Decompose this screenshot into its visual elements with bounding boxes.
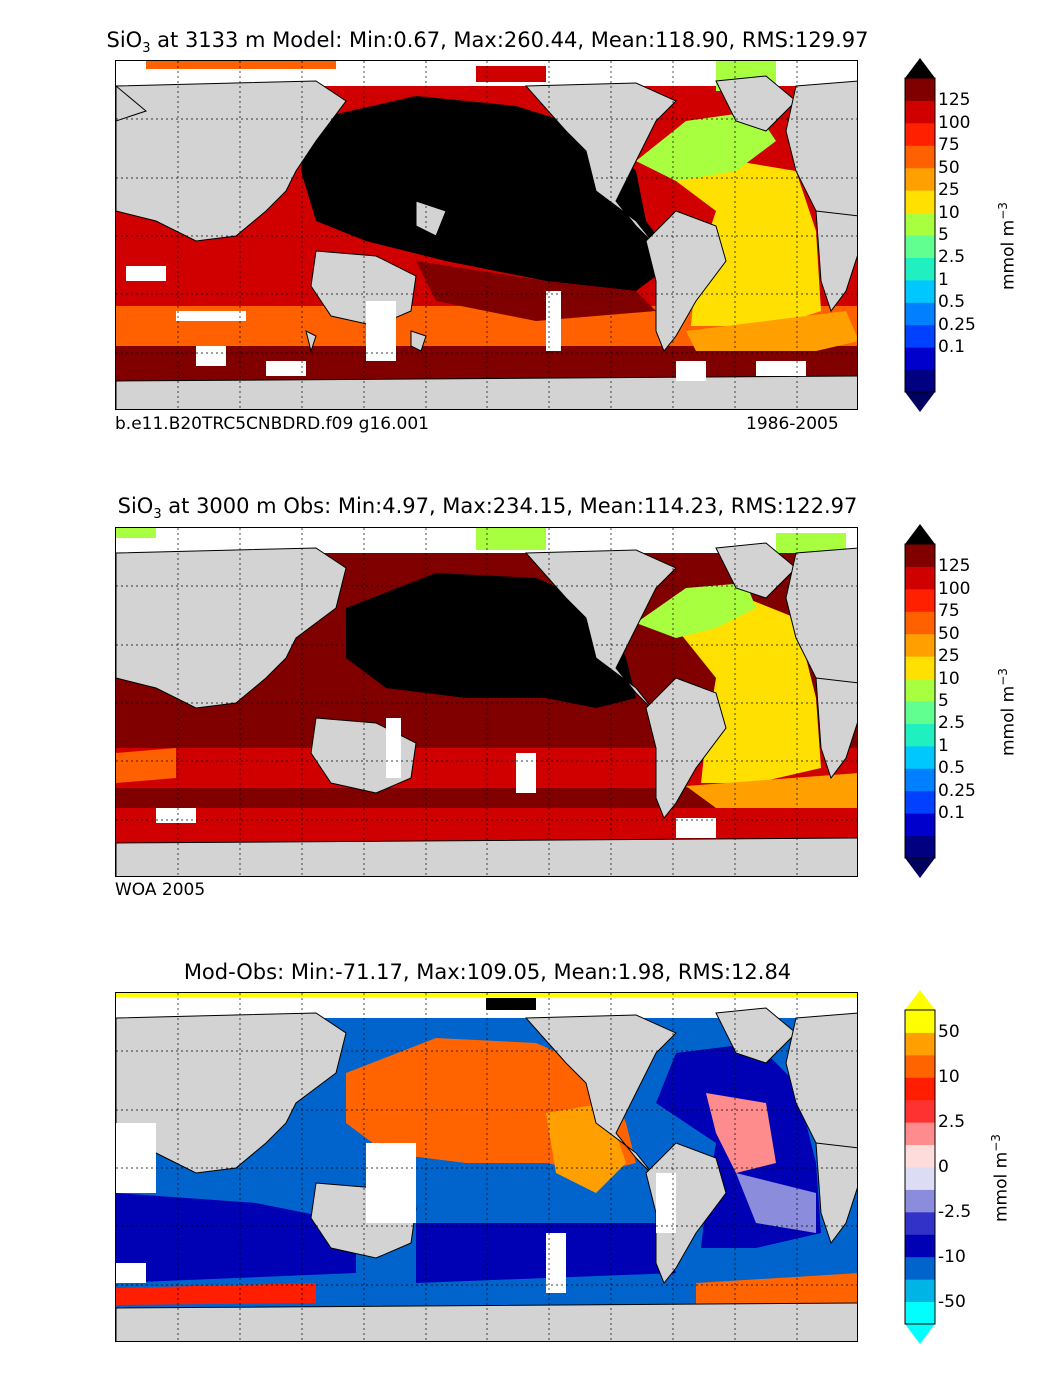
colorbar-segment <box>905 790 935 814</box>
colorbar-segment <box>905 1099 935 1123</box>
colorbar-tick-label: 125 <box>938 90 971 111</box>
colorbar-segment <box>905 145 935 169</box>
colorbar-segment <box>905 633 935 657</box>
colorbar-tick-label: 10 <box>938 202 960 223</box>
panel-title-model: SiO3 at 3133 m Model: Min:0.67, Max:260.… <box>106 28 869 57</box>
colorbar-tick-label: 50 <box>938 157 960 178</box>
colorbar-tick-label: 0.1 <box>938 803 966 824</box>
colorbar-tick-label: 5 <box>938 691 949 711</box>
colorbar-model <box>895 58 937 416</box>
colorbar-segment <box>905 190 935 214</box>
colorbar-segment <box>905 212 935 236</box>
colorbar-tick-label: -10 <box>938 1246 966 1267</box>
colorbar-segment <box>905 1167 935 1190</box>
colorbar-tick-label: 1 <box>938 269 949 290</box>
colorbar-segment <box>905 279 935 303</box>
colorbar-tick-label: 125 <box>938 556 971 577</box>
colorbar-under-triangle <box>905 858 935 878</box>
colorbar-tick-label: 5 <box>938 225 949 245</box>
map-model <box>115 60 858 410</box>
colorbar-tick-label: 50 <box>938 1022 960 1043</box>
colorbar-over-triangle <box>905 524 935 544</box>
panel-title-obs: SiO3 at 3000 m Obs: Min:4.97, Max:234.15… <box>117 494 858 523</box>
colorbar-diff <box>895 990 937 1348</box>
colorbar-segment <box>905 813 935 837</box>
colorbar-segment <box>905 745 935 769</box>
colorbar-segment <box>905 566 935 590</box>
colorbar-segment <box>905 1279 935 1303</box>
colorbar-tick-label: 0.1 <box>938 337 966 358</box>
subtitle-left-obs: WOA 2005 <box>115 880 206 900</box>
colorbar-segment <box>905 167 935 191</box>
colorbar-tick-label: 0 <box>938 1157 949 1177</box>
colorbar-segment <box>905 78 935 101</box>
colorbar-segment <box>905 122 935 146</box>
colorbar-tick-label: 50 <box>938 623 960 644</box>
colorbar-segment <box>905 544 935 567</box>
colorbar-tick-label: 75 <box>938 601 960 622</box>
colorbar-segment <box>905 588 935 612</box>
colorbar-tick-label: 75 <box>938 135 960 156</box>
colorbar-tick-label: 2.5 <box>938 247 966 268</box>
colorbar-segment <box>905 1234 935 1258</box>
colorbar-tick-label: 0.5 <box>938 758 966 779</box>
colorbar-segment <box>905 723 935 747</box>
colorbar-tick-label: 0.25 <box>938 780 976 801</box>
colorbar-segment <box>905 235 935 258</box>
subtitle-right-model: 1986-2005 <box>746 414 839 434</box>
colorbar-obs <box>895 524 937 882</box>
colorbar-tick-label: 25 <box>938 180 960 201</box>
colorbar-unit-diff: mmol m−3 <box>989 1134 1012 1222</box>
colorbar-segment <box>905 347 935 371</box>
colorbar-tick-label: 1 <box>938 735 949 756</box>
colorbar-segment <box>905 1211 935 1235</box>
colorbar-segment <box>905 1144 935 1168</box>
colorbar-tick-label: -2.5 <box>938 1201 972 1222</box>
colorbar-tick-label: 10 <box>938 1067 960 1088</box>
subtitle-left-model: b.e11.B20TRC5CNBDRD.f09 g16.001 <box>115 414 429 434</box>
colorbar-tick-label: 10 <box>938 668 960 689</box>
colorbar-segment <box>905 768 935 792</box>
colorbar-tick-label: 0.5 <box>938 292 966 313</box>
colorbar-segment <box>905 369 935 393</box>
colorbar-segment <box>905 1054 935 1078</box>
colorbar-over-triangle <box>905 990 935 1010</box>
colorbar-unit-obs: mmol m−3 <box>996 668 1019 756</box>
colorbar-tick-label: 100 <box>938 112 971 133</box>
map-diff <box>115 992 858 1342</box>
map-obs <box>115 527 858 877</box>
colorbar-tick-label: -50 <box>938 1291 966 1312</box>
colorbar-segment <box>905 656 935 680</box>
colorbar-tick-label: 25 <box>938 646 960 667</box>
colorbar-tick-label: 2.5 <box>938 1112 966 1133</box>
colorbar-segment <box>905 100 935 124</box>
colorbar-under-triangle <box>905 1324 935 1344</box>
colorbar-segment <box>905 1010 935 1033</box>
colorbar-segment <box>905 1032 935 1056</box>
colorbar-segment <box>905 302 935 326</box>
colorbar-segment <box>905 678 935 702</box>
colorbar-segment <box>905 1301 935 1325</box>
colorbar-segment <box>905 324 935 348</box>
colorbar-segment <box>905 835 935 859</box>
colorbar-segment <box>905 1077 935 1101</box>
colorbar-segment <box>905 1122 935 1146</box>
colorbar-segment <box>905 701 935 724</box>
colorbar-tick-label: 2.5 <box>938 713 966 734</box>
colorbar-segment <box>905 257 935 281</box>
colorbar-segment <box>905 1189 935 1213</box>
colorbar-under-triangle <box>905 392 935 412</box>
colorbar-tick-label: 0.25 <box>938 314 976 335</box>
colorbar-segment <box>905 611 935 635</box>
colorbar-tick-label: 100 <box>938 578 971 599</box>
colorbar-over-triangle <box>905 58 935 78</box>
panel-title-diff: Mod-Obs: Min:-71.17, Max:109.05, Mean:1.… <box>183 960 792 984</box>
colorbar-segment <box>905 1256 935 1280</box>
colorbar-unit-model: mmol m−3 <box>996 202 1019 290</box>
